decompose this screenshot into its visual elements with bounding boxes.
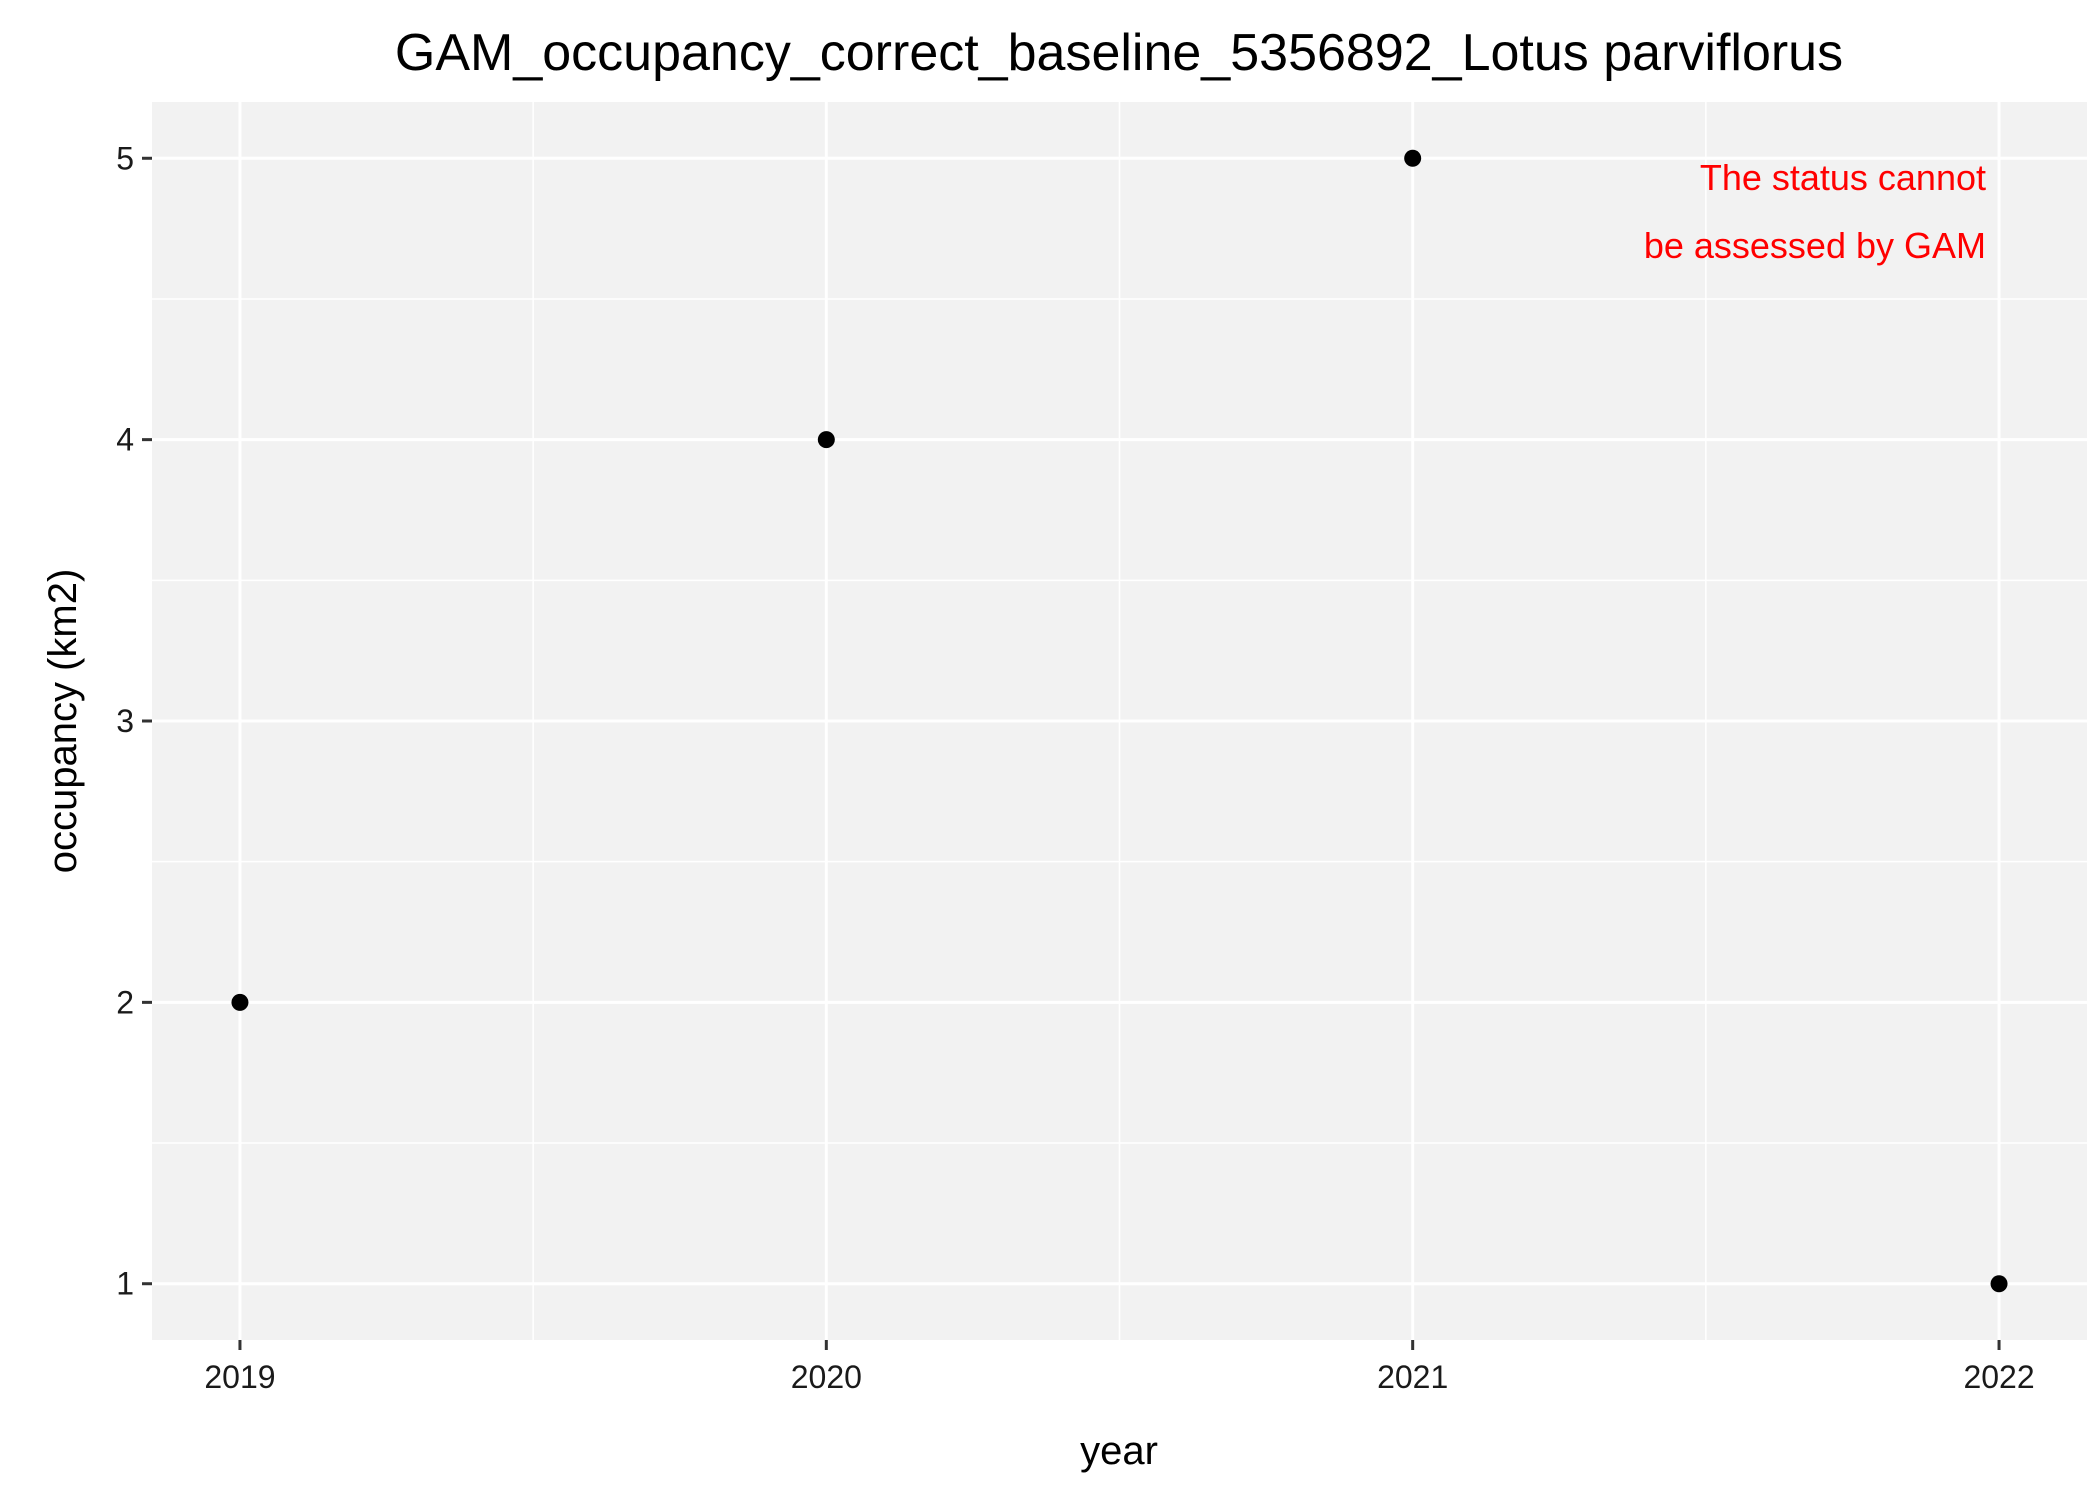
major-gridlines bbox=[152, 102, 2087, 1340]
x-axis-title: year bbox=[1080, 1429, 1158, 1473]
x-tick-label: 2020 bbox=[791, 1359, 862, 1395]
data-point bbox=[817, 431, 835, 449]
status-annotation: The status cannot be assessed by GAM bbox=[1644, 157, 1986, 266]
y-axis: 1 2 3 4 5 bbox=[116, 140, 152, 1302]
y-tick-label: 2 bbox=[116, 984, 134, 1020]
y-axis-title: occupancy (km2) bbox=[41, 569, 85, 874]
y-tick-label: 4 bbox=[116, 422, 134, 458]
data-point bbox=[1990, 1275, 2008, 1293]
annotation-line-1: The status cannot bbox=[1700, 157, 1986, 198]
chart-title: GAM_occupancy_correct_baseline_5356892_L… bbox=[395, 24, 1843, 82]
y-tick-label: 3 bbox=[116, 703, 134, 739]
x-tick-label: 2021 bbox=[1377, 1359, 1448, 1395]
x-axis: 2019 2020 2021 2022 bbox=[204, 1340, 2035, 1395]
data-point bbox=[231, 993, 249, 1011]
data-points bbox=[231, 149, 2008, 1293]
annotation-line-2: be assessed by GAM bbox=[1644, 225, 1986, 266]
x-tick-label: 2022 bbox=[1963, 1359, 2034, 1395]
y-tick-label: 5 bbox=[116, 140, 134, 176]
y-tick-label: 1 bbox=[116, 1266, 134, 1302]
data-point bbox=[1404, 149, 1422, 167]
x-tick-label: 2019 bbox=[204, 1359, 275, 1395]
